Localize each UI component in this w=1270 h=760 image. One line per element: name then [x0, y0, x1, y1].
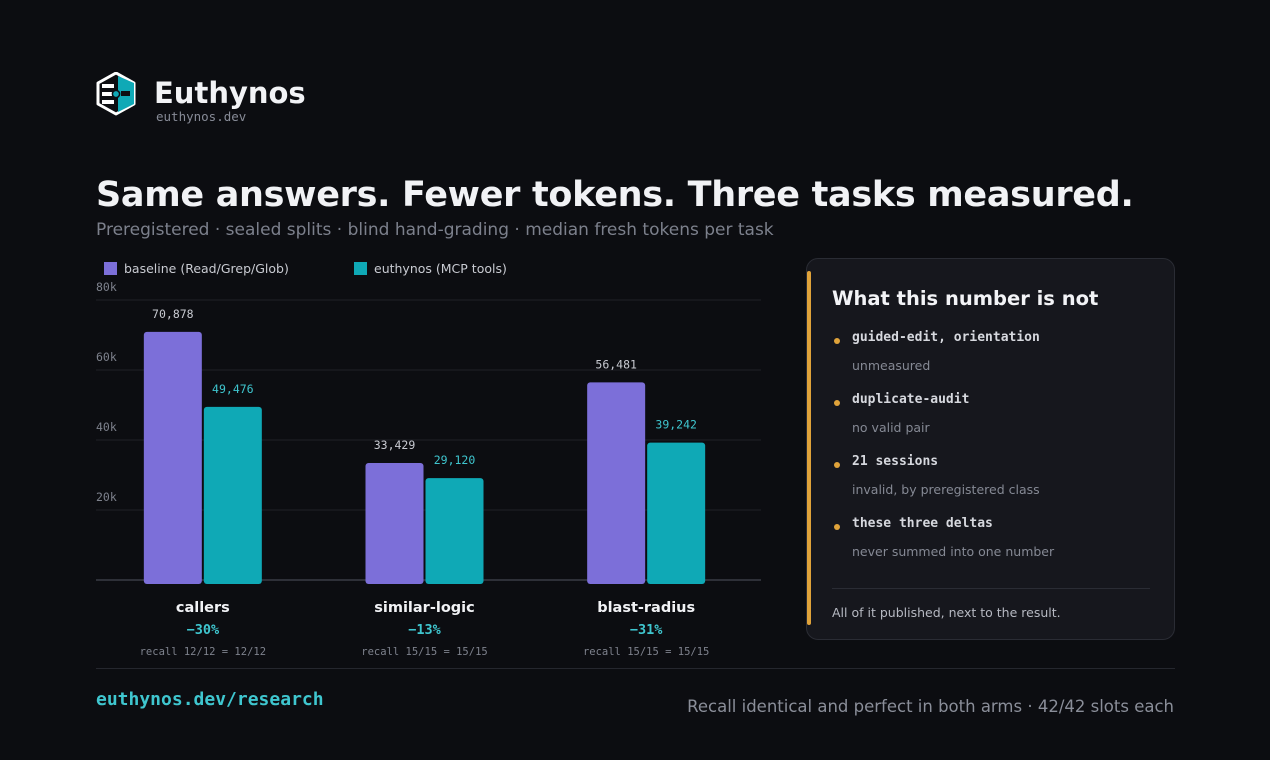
data-label: 56,481 — [595, 357, 637, 371]
panel-item-desc: no valid pair — [852, 420, 930, 435]
delta-label: −13% — [408, 622, 441, 638]
bar-euthynos — [203, 406, 262, 584]
data-label: 70,878 — [152, 307, 194, 321]
legend-item-euthynos: euthynos (MCP tools) — [354, 261, 507, 276]
panel-item-label: duplicate-audit — [852, 392, 970, 407]
recall-label: recall 15/15 = 15/15 — [583, 646, 709, 658]
category-label: similar-logic — [374, 600, 474, 616]
delta-label: −31% — [630, 622, 663, 638]
bullet-dot-icon — [834, 524, 840, 530]
bullet-dot-icon — [834, 338, 840, 344]
headline: Same answers. Fewer tokens. Three tasks … — [96, 175, 1134, 215]
delta-label: −30% — [187, 622, 220, 638]
bar-chart: 20k 40k 60k 80k 70,878 49,476 callers −30% recal… — [96, 280, 761, 658]
legend-label-euthynos: euthynos (MCP tools) — [374, 261, 507, 276]
panel-item-desc: invalid, by preregistered class — [852, 482, 1040, 497]
bullet-dot-icon — [834, 400, 840, 406]
panel-title: What this number is not — [832, 287, 1099, 310]
y-tick-label: 40k — [96, 420, 117, 434]
category-label: callers — [176, 600, 230, 616]
legend-swatch-euthynos — [354, 262, 367, 275]
brand-domain: euthynos.dev — [156, 109, 247, 124]
caveats-panel: What this number is not guided-edit, ori… — [806, 258, 1175, 640]
panel-accent-bar — [807, 271, 811, 625]
data-label: 49,476 — [212, 382, 254, 396]
legend-label-baseline: baseline (Read/Grep/Glob) — [124, 261, 289, 276]
bullet-dot-icon — [834, 462, 840, 468]
brand-name: Euthynos — [154, 76, 306, 110]
panel-footer: All of it published, next to the result. — [832, 605, 1061, 620]
bar-baseline — [365, 462, 424, 584]
bar-euthynos — [647, 442, 706, 584]
data-label: 33,429 — [374, 438, 416, 452]
recall-label: recall 12/12 = 12/12 — [140, 646, 266, 658]
data-label: 39,242 — [655, 418, 697, 432]
panel-item-desc: unmeasured — [852, 358, 931, 373]
panel-item-desc: never summed into one number — [852, 544, 1055, 559]
bar-baseline — [587, 382, 646, 584]
research-link[interactable]: euthynos.dev/research — [96, 689, 324, 710]
bar-baseline — [143, 331, 202, 584]
y-tick-label: 20k — [96, 490, 117, 504]
recall-label: recall 15/15 = 15/15 — [361, 646, 487, 658]
panel-item-label: 21 sessions — [852, 454, 939, 469]
panel-item-label: guided-edit, orientation — [852, 330, 1040, 345]
legend-swatch-baseline — [104, 262, 117, 275]
footer-note: Recall identical and perfect in both arm… — [687, 697, 1174, 716]
bar-euthynos — [425, 478, 484, 584]
legend-item-baseline: baseline (Read/Grep/Glob) — [104, 261, 289, 276]
euthynos-logo-icon — [96, 72, 136, 116]
panel-item-label: these three deltas — [852, 516, 993, 531]
panel-divider — [832, 588, 1150, 589]
y-tick-label: 80k — [96, 280, 117, 294]
footer-divider — [96, 668, 1175, 669]
category-label: blast-radius — [597, 600, 695, 616]
data-label: 29,120 — [434, 453, 476, 467]
y-tick-label: 60k — [96, 350, 117, 364]
subheadline: Preregistered · sealed splits · blind ha… — [96, 220, 774, 240]
